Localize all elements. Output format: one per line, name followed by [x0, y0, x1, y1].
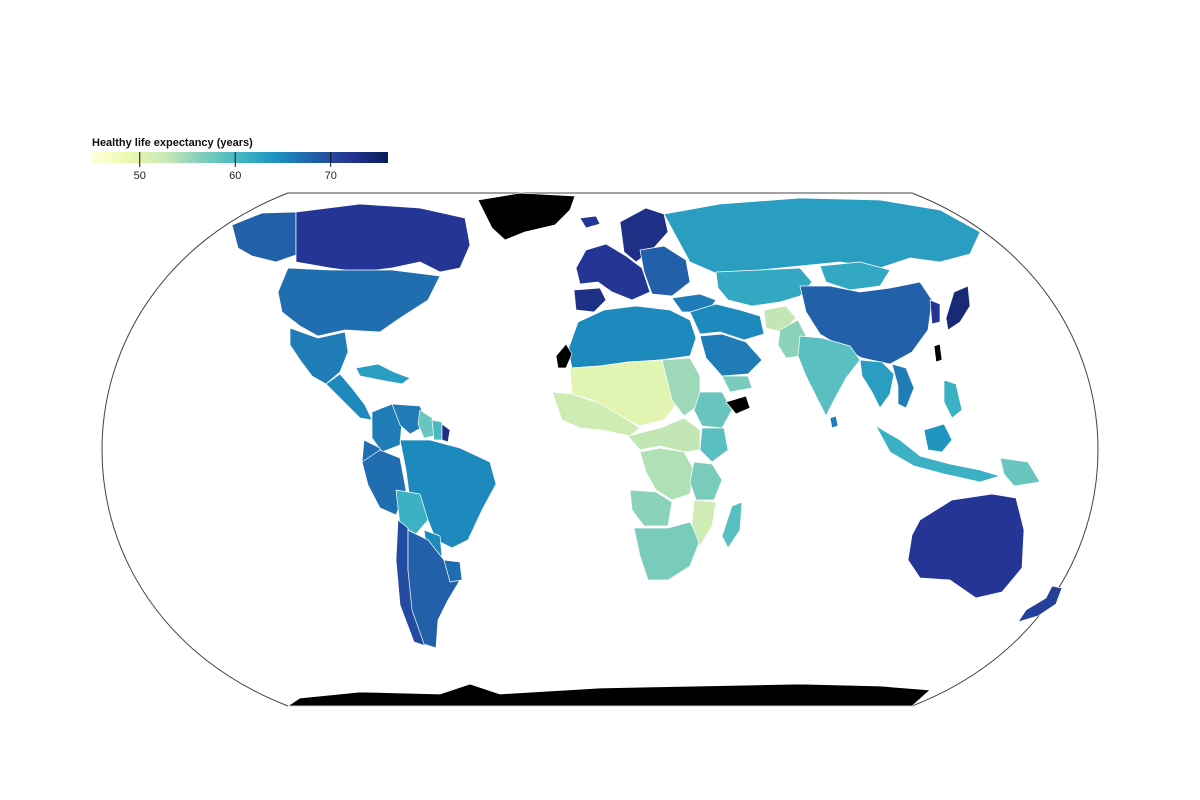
legend-tick-label: 50: [134, 170, 146, 182]
region-bolivia[interactable]: [395, 489, 429, 535]
region-west-africa[interactable]: [551, 391, 641, 437]
region-canada[interactable]: [295, 203, 471, 273]
region-western-europe[interactable]: [575, 243, 651, 301]
region-saudi-arabia[interactable]: [699, 333, 763, 377]
region-suriname[interactable]: [431, 419, 443, 441]
region-central-asia[interactable]: [715, 267, 813, 307]
region-middle-east[interactable]: [689, 303, 765, 341]
region-philippines[interactable]: [943, 379, 963, 419]
region-korea[interactable]: [929, 299, 941, 325]
region-spain[interactable]: [573, 287, 607, 313]
region-sahel[interactable]: [569, 359, 681, 427]
region-yemen[interactable]: [721, 375, 753, 393]
region-somalia[interactable]: [725, 395, 751, 415]
legend-color-bar: [92, 152, 388, 163]
region-japan[interactable]: [945, 285, 971, 331]
region-southern-africa[interactable]: [633, 521, 701, 581]
region-alaska[interactable]: [231, 211, 297, 263]
region-vietnam[interactable]: [891, 363, 915, 409]
region-mongolia[interactable]: [819, 261, 891, 291]
region-central-america[interactable]: [325, 373, 373, 421]
region-taiwan[interactable]: [933, 343, 943, 363]
region-dr-congo[interactable]: [639, 447, 695, 501]
region-french-guiana[interactable]: [441, 423, 451, 443]
legend-tick-label: 70: [325, 170, 337, 182]
region-antarctica[interactable]: [287, 683, 931, 707]
region-new-zealand[interactable]: [1017, 585, 1063, 623]
region-india[interactable]: [797, 335, 861, 417]
region-caribbean[interactable]: [355, 363, 411, 385]
region-southeast-asia[interactable]: [859, 359, 895, 409]
region-iceland[interactable]: [579, 215, 601, 229]
legend: Healthy life expectancy (years) 50 60 70: [92, 137, 388, 182]
region-greenland[interactable]: [477, 192, 576, 241]
region-angola[interactable]: [629, 489, 673, 527]
region-scandinavia[interactable]: [619, 207, 669, 263]
region-australia[interactable]: [907, 493, 1025, 599]
region-tanzania[interactable]: [689, 461, 723, 501]
region-mozambique[interactable]: [691, 499, 717, 547]
region-borneo[interactable]: [923, 423, 953, 453]
region-western-sahara[interactable]: [555, 343, 573, 369]
region-united-states[interactable]: [277, 267, 441, 337]
legend-tick-label: 60: [229, 170, 241, 182]
region-argentina[interactable]: [407, 529, 461, 649]
region-uruguay[interactable]: [443, 559, 463, 583]
region-sri-lanka[interactable]: [829, 415, 839, 429]
region-indonesia[interactable]: [875, 425, 1001, 483]
countries-layer: [231, 192, 1063, 707]
legend-ticks: 50 60 70: [134, 152, 337, 182]
legend-title: Healthy life expectancy (years): [92, 137, 253, 149]
region-papua-new-guinea[interactable]: [999, 457, 1041, 487]
region-guyana[interactable]: [417, 409, 435, 439]
region-eastern-europe[interactable]: [639, 245, 691, 297]
region-china[interactable]: [799, 281, 933, 365]
region-madagascar[interactable]: [721, 501, 743, 549]
region-central-africa[interactable]: [627, 417, 701, 453]
region-mexico[interactable]: [289, 327, 349, 385]
